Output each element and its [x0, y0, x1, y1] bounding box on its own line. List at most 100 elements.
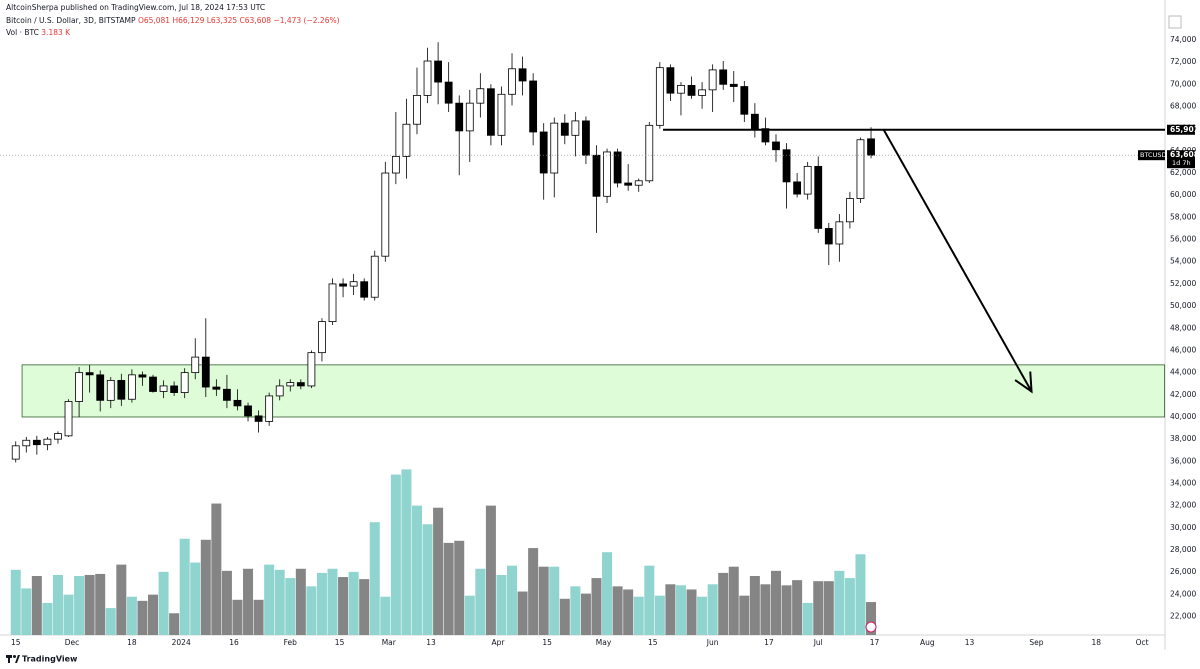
y-tick-label: 44,000 — [1170, 368, 1196, 377]
last-price-label: 63,608 — [1170, 150, 1199, 159]
candle-body — [824, 228, 833, 245]
volume-bar — [327, 568, 338, 635]
volume-bar — [528, 548, 539, 635]
x-tick-label: 13 — [426, 638, 436, 647]
candle-body — [254, 415, 263, 422]
volume-bar — [232, 599, 243, 635]
y-tick-label: 32,000 — [1170, 501, 1196, 510]
volume-bar — [211, 503, 222, 635]
x-tick-label: May — [596, 638, 612, 647]
x-tick-label: Jul — [813, 638, 823, 647]
candle-body — [54, 433, 62, 440]
y-tick-label: 30,000 — [1170, 523, 1196, 532]
volume-bar — [623, 589, 634, 635]
y-tick-label: 38,000 — [1170, 434, 1196, 443]
candle-body — [592, 154, 601, 197]
volume-bar — [644, 565, 655, 635]
volume-bar — [559, 598, 570, 635]
candle-body — [201, 356, 210, 388]
candle-body — [149, 376, 157, 392]
candle-body — [159, 385, 168, 392]
candle-body — [529, 80, 538, 133]
footer-brand: TradingView — [22, 655, 78, 664]
volume-bar — [433, 507, 444, 635]
candle-body — [687, 85, 696, 96]
support-zone — [21, 364, 1165, 418]
volume-bar — [602, 552, 613, 635]
volume-bar — [770, 570, 781, 635]
x-tick-label: Aug — [920, 638, 935, 647]
symbol-title: Bitcoin / U.S. Dollar, 3D, BITSTAMP — [6, 16, 136, 25]
x-tick-label: 15 — [335, 638, 345, 647]
candle-body — [75, 372, 83, 402]
y-tick-label: 62,000 — [1170, 168, 1196, 177]
volume-bar — [137, 600, 148, 635]
candle-body — [582, 120, 590, 156]
y-tick-label: 72,000 — [1170, 57, 1196, 66]
arrow-head — [1014, 371, 1033, 394]
candle-body — [455, 102, 464, 132]
volume-bar — [781, 585, 792, 635]
candle-body — [423, 60, 432, 96]
ohlc-values: O65,081 H66,129 L63,325 C63,608 — [137, 16, 272, 25]
volume-bar — [148, 594, 159, 635]
x-tick-label: 13 — [965, 638, 975, 647]
candle-body — [117, 379, 126, 400]
x-tick-label: Jun — [706, 638, 719, 647]
volume-bar — [823, 581, 834, 635]
volume-bar — [633, 596, 644, 635]
y-tick-label: 58,000 — [1170, 212, 1196, 221]
volume-bar — [844, 578, 855, 635]
volume-bar — [158, 571, 169, 635]
candle-body — [127, 374, 136, 400]
volume-bar — [221, 570, 232, 635]
volume-bar — [169, 613, 180, 635]
volume-bar — [422, 524, 433, 635]
candle-body — [244, 405, 252, 417]
candle-body — [867, 138, 875, 156]
volume-bar — [464, 595, 475, 635]
candle-body — [708, 69, 717, 91]
volume-bar — [718, 572, 729, 635]
volume-bar — [295, 568, 306, 635]
volume-bar — [253, 599, 264, 635]
volume-bar — [42, 602, 53, 635]
y-tick-label: 48,000 — [1170, 323, 1196, 332]
candle-body — [328, 283, 337, 323]
volume-bar — [675, 585, 686, 635]
candle-body — [465, 102, 474, 132]
candle-body — [307, 352, 316, 387]
candle-body — [550, 122, 559, 174]
level-tag-label: 65,901 — [1170, 125, 1199, 134]
y-tick-label: 28,000 — [1170, 545, 1196, 554]
candle-body — [402, 123, 411, 157]
y-tick-label: 68,000 — [1170, 101, 1196, 110]
volume-bar — [728, 566, 739, 635]
x-tick-label: Mar — [382, 638, 397, 647]
volume-bar — [570, 586, 581, 635]
volume-bar — [63, 594, 74, 635]
candle-body — [729, 83, 738, 87]
candle-body — [782, 149, 791, 183]
volume-bar — [813, 581, 824, 635]
y-tick-label: 52,000 — [1170, 279, 1196, 288]
volume-bar — [792, 580, 803, 635]
volume-bar — [264, 564, 275, 635]
volume-bar — [707, 584, 718, 635]
candle-body — [677, 85, 685, 94]
candle-body — [571, 120, 580, 136]
candle-body — [835, 221, 844, 245]
volume-bar — [866, 602, 877, 635]
candle-body — [666, 67, 675, 94]
volume-bar — [116, 564, 127, 635]
x-tick-label: Apr — [491, 638, 505, 647]
y-tick-label: 34,000 — [1170, 479, 1196, 488]
candle-body — [180, 372, 189, 393]
volume-bar — [380, 596, 391, 635]
candle-body — [265, 395, 274, 422]
volume-bar — [274, 569, 285, 635]
candle-body — [349, 281, 358, 287]
arrow-shaft — [882, 129, 1033, 392]
